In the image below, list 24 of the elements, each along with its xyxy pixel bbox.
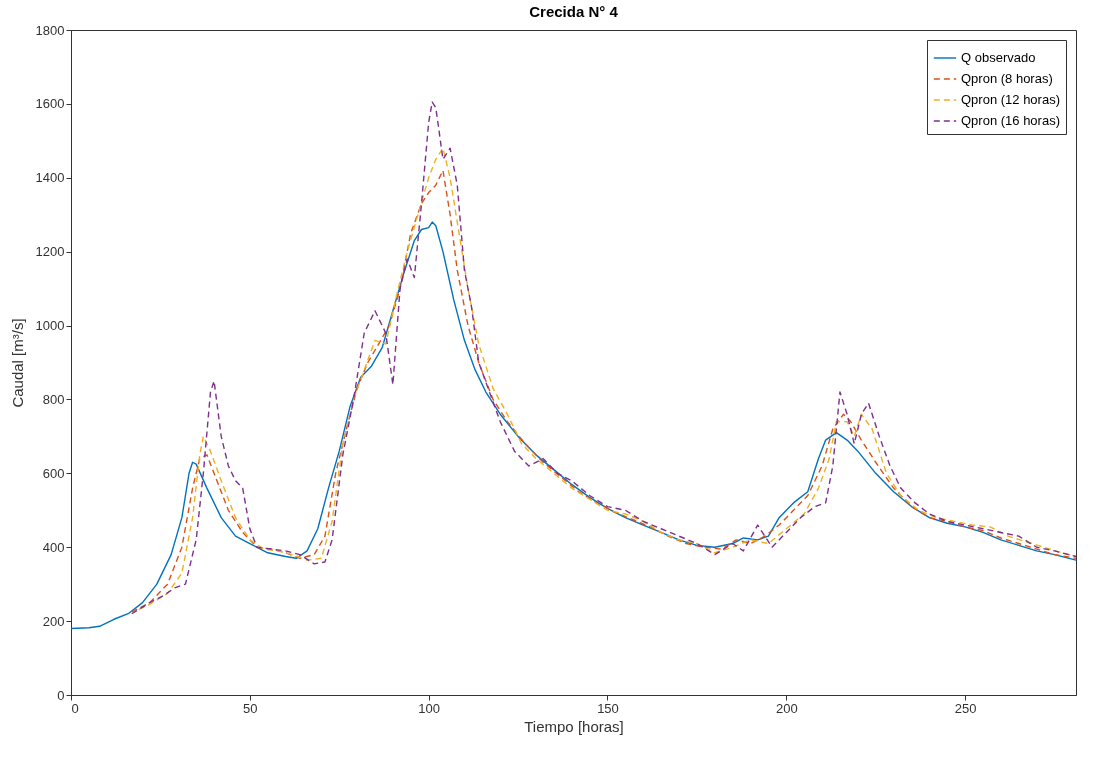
y-tick-label: 0: [57, 687, 65, 703]
y-tick-label: 1000: [35, 318, 65, 334]
legend-label: Qpron (16 horas): [961, 113, 1060, 128]
line-series: [70, 221, 1077, 630]
x-tick-label: 0: [71, 700, 79, 716]
y-tick-label: 1400: [35, 170, 65, 186]
y-tick-label: 800: [42, 391, 65, 407]
y-tick-label: 1600: [35, 96, 65, 112]
x-tick-label: 50: [243, 700, 258, 716]
x-tick-label: 100: [418, 700, 440, 716]
x-axis-title: Tiempo [horas]: [524, 717, 624, 735]
legend-label: Qpron (8 horas): [961, 71, 1053, 86]
x-tick-label: 200: [775, 700, 798, 716]
x-tick-label: 150: [597, 700, 619, 716]
y-tick-label: 200: [42, 613, 65, 629]
y-tick-label: 1200: [35, 244, 65, 260]
legend-label: Qpron (12 horas): [961, 92, 1060, 107]
x-tick-label: 250: [954, 700, 977, 716]
chart-title: Crecida N° 4: [529, 3, 619, 20]
y-tick-label: 600: [42, 465, 65, 481]
legend-label: Q observado: [961, 50, 1036, 65]
y-tick-label: 1800: [35, 22, 65, 38]
y-axis-title: Caudal [m³/s]: [8, 318, 26, 408]
y-tick-label: 400: [42, 539, 65, 555]
